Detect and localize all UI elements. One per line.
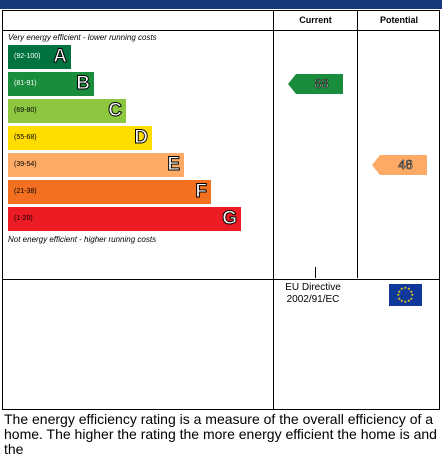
eu-flag-star: ★ — [400, 285, 404, 291]
eu-directive-number: 2002/91/EC — [286, 294, 340, 305]
eu-flag-star: ★ — [407, 298, 411, 304]
band-range: (69-80) — [14, 107, 37, 114]
top-banner — [0, 0, 442, 9]
band-letter: G — [222, 208, 238, 230]
band-range: (55-68) — [14, 134, 37, 141]
band-range: (39-54) — [14, 161, 37, 168]
band-range: (1-20) — [14, 215, 33, 222]
current-rating-value: 88 — [314, 76, 329, 92]
band-letter: D — [134, 127, 149, 149]
band-range: (21-38) — [14, 188, 37, 195]
eu-flag-star: ★ — [407, 285, 411, 291]
band-d: (55-68) D — [8, 126, 152, 150]
eu-flag-star: ★ — [403, 285, 408, 290]
eu-directive-name: EU Directive — [285, 282, 341, 293]
band-b: (81-91) B — [8, 72, 94, 96]
band-range: (92-100) — [14, 53, 41, 60]
header-divider — [3, 30, 439, 31]
band-c: (69-80) C — [8, 99, 126, 123]
divider-current — [273, 11, 274, 409]
divider-mid — [315, 267, 316, 278]
band-f: (21-38) F — [8, 180, 211, 204]
chart-bottom-divider — [3, 279, 439, 280]
eu-flag-star: ★ — [403, 299, 408, 304]
energy-rating-certificate: Current Potential Very energy efficient … — [2, 10, 440, 410]
potential-rating-value: 48 — [398, 157, 413, 173]
eu-flag-star: ★ — [397, 288, 402, 294]
band-letter: A — [53, 46, 68, 68]
eu-directive: EU Directive 2002/91/EC — [261, 282, 365, 306]
caption-top: Very energy efficient - lower running co… — [8, 33, 157, 42]
eu-flag-icon: ★ ★ ★ ★ ★ ★ ★ ★ ★ ★ ★ ★ — [389, 284, 422, 306]
eu-flag-star: ★ — [409, 288, 414, 294]
eu-flag-star: ★ — [409, 295, 414, 301]
current-header: Current — [299, 15, 332, 25]
band-e: (39-54) E — [8, 153, 184, 177]
divider-potential — [357, 11, 358, 278]
band-letter: E — [167, 154, 181, 176]
band-letter: C — [108, 100, 123, 122]
eu-flag-star: ★ — [410, 292, 415, 297]
potential-header: Potential — [379, 15, 418, 25]
eu-flag-star: ★ — [396, 292, 401, 297]
current-rating-arrow: 88 — [288, 74, 343, 94]
band-a: (92-100) A — [8, 45, 71, 69]
eu-flag-star: ★ — [397, 295, 402, 301]
description-text: The energy efficiency rating is a measur… — [4, 411, 437, 457]
band-letter: B — [76, 73, 91, 95]
band-g: (1-20) G — [8, 207, 241, 231]
caption-bottom: Not energy efficient - higher running co… — [8, 235, 157, 244]
potential-rating-arrow: 48 — [372, 155, 427, 175]
band-range: (81-91) — [14, 80, 37, 87]
band-letter: F — [195, 181, 208, 203]
eu-flag-star: ★ — [400, 298, 404, 304]
